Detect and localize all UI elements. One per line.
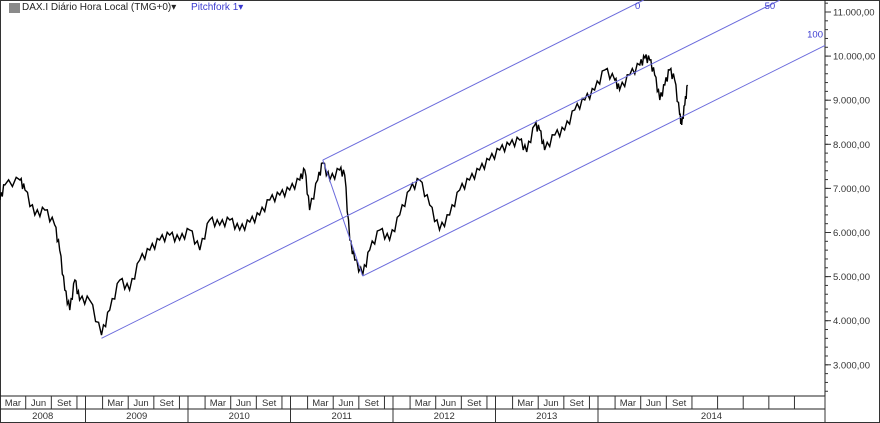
indicator-dropdown[interactable]: Pitchfork 1▾ (191, 2, 243, 13)
x-year-label: 2013 (536, 411, 557, 422)
x-month-label: Mar (107, 398, 123, 409)
pitchfork-label: 0 (635, 1, 640, 12)
x-month-label: Jun (338, 398, 353, 409)
x-month-label: Set (672, 398, 687, 409)
x-month-label: Mar (5, 398, 21, 409)
x-year-label: 2011 (332, 411, 352, 422)
x-month-label: Jun (31, 398, 46, 409)
x-month-label: Jun (133, 398, 148, 409)
symbol-label: DAX.I Diário Hora Local (TMG+0) (22, 2, 172, 13)
pitchfork-lower-line (362, 45, 826, 277)
y-tick-label: 5.000,00 (833, 272, 870, 283)
pitchfork-label: 100 (807, 29, 823, 40)
x-month-label: Jun (543, 398, 558, 409)
x-month-label: Jun (236, 398, 251, 409)
pitchfork-median-line (101, 0, 781, 339)
price-line (0, 53, 689, 336)
y-tick-label: 3.000,00 (833, 360, 870, 371)
indicator-label: Pitchfork 1 (191, 2, 239, 13)
y-tick-label: 7.000,00 (833, 184, 870, 195)
x-month-label: Set (160, 398, 175, 409)
x-month-label: Set (467, 398, 482, 409)
x-month-label: Jun (441, 398, 456, 409)
x-month-label: Set (262, 398, 277, 409)
x-month-label: Jun (646, 398, 661, 409)
pitchfork-label: 50 (765, 1, 776, 12)
x-year-label: 2008 (32, 411, 53, 422)
x-month-label: Mar (517, 398, 533, 409)
caret-down-icon: ▾ (171, 2, 177, 13)
x-month-label: Set (57, 398, 72, 409)
x-year-label: 2012 (434, 411, 455, 422)
chart-logo-icon (9, 3, 20, 13)
chart-header: DAX.I Diário Hora Local (TMG+0)▾ Pitchfo… (22, 2, 243, 13)
pitchfork-upper-line (322, 0, 644, 161)
x-month-label: Set (365, 398, 380, 409)
x-year-label: 2009 (126, 411, 147, 422)
x-year-label: 2014 (701, 411, 722, 422)
y-tick-label: 4.000,00 (833, 316, 870, 327)
x-year-label: 2010 (229, 411, 250, 422)
x-month-label: Mar (312, 398, 328, 409)
y-tick-label: 10.000,00 (833, 52, 875, 63)
y-tick-label: 8.000,00 (833, 140, 870, 151)
y-tick-label: 6.000,00 (833, 228, 870, 239)
y-tick-label: 11.000,00 (833, 8, 875, 19)
x-month-label: Mar (210, 398, 226, 409)
symbol-dropdown[interactable]: DAX.I Diário Hora Local (TMG+0)▾ (22, 2, 176, 13)
x-month-label: Set (570, 398, 585, 409)
x-month-label: Mar (415, 398, 431, 409)
y-tick-label: 9.000,00 (833, 96, 870, 107)
x-month-label: Mar (620, 398, 636, 409)
caret-down-icon: ▾ (238, 2, 244, 13)
